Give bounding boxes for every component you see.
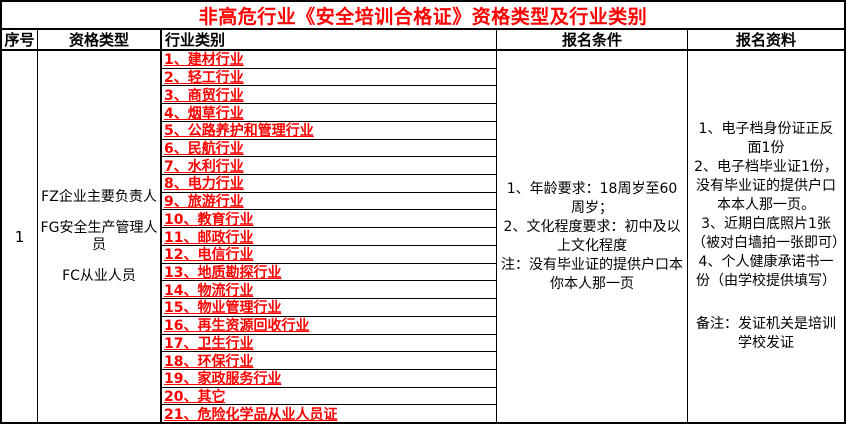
registration-material-item: 2、电子档毕业证1份，没有毕业证的提供户口本本人那一页。 [694, 159, 838, 213]
industry-category-label: 18、环保行业 [164, 353, 254, 370]
registration-material-item: 1、电子档身份证正反面1份 [698, 121, 834, 156]
industry-category-label: 3、商贸行业 [164, 87, 244, 104]
qualification-type-cell: FZ企业主要负责人 FG安全生产管理人员 FC从业人员 [38, 51, 162, 422]
column-header-serial: 序号 [2, 30, 38, 51]
industry-category-label: 4、烟草行业 [164, 105, 244, 122]
industry-category-label: 17、卫生行业 [164, 335, 254, 352]
industry-category-item: 10、教育行业 [162, 210, 496, 229]
industry-category-item: 16、再生资源回收行业 [162, 317, 496, 335]
registration-condition-item: 2、文化程度要求：初中及以上文化程度 [503, 218, 681, 254]
serial-number-cell: 1 [2, 51, 38, 422]
industry-category-item: 5、公路养护和管理行业 [162, 122, 496, 140]
registration-condition-item: 1、年龄要求：18周岁至60周岁； [506, 180, 678, 216]
industry-category-item: 19、家政服务行业 [162, 370, 496, 388]
industry-category-label: 6、民航行业 [164, 140, 244, 157]
registration-material-item: 3、近期白底照片1张（被对白墙拍一张即可） [692, 216, 844, 251]
materials-note: 备注：发证机关是培训学校发证 [696, 316, 836, 351]
registration-conditions-cell: 1、年龄要求：18周岁至60周岁； 2、文化程度要求：初中及以上文化程度 注：没… [497, 51, 688, 422]
industry-category-item: 14、物流行业 [162, 281, 496, 300]
registration-material-item: 4、个人健康承诺书一份（由学校提供填写） [696, 254, 836, 289]
table: 序号 资格类型 行业类别 报名条件 报名资料 1 FZ企业主要负责人 FG安全生… [2, 30, 844, 422]
industry-category-item: 1、建材行业 [162, 51, 496, 69]
registration-materials-cell: 1、电子档身份证正反面1份 2、电子档毕业证1份，没有毕业证的提供户口本本人那一… [688, 51, 844, 422]
column-header-qual-type: 资格类型 [38, 30, 162, 51]
industry-category-label: 9、旅游行业 [164, 194, 244, 211]
industry-category-label: 10、教育行业 [164, 211, 254, 228]
industry-category-label: 16、再生资源回收行业 [164, 318, 310, 335]
industry-category-label: 7、水利行业 [164, 158, 244, 175]
industry-category-label: 12、电信行业 [164, 247, 254, 264]
industry-category-item: 6、民航行业 [162, 140, 496, 158]
industry-category-item: 8、电力行业 [162, 175, 496, 193]
industry-category-label: 21、危险化学品从业人员证 [164, 406, 338, 422]
industry-category-item: 11、邮政行业 [162, 228, 496, 246]
qualification-type-item: FG安全生产管理人员 [40, 219, 158, 253]
industry-category-label: 13、地质勘探行业 [164, 264, 282, 281]
industry-category-label: 1、建材行业 [164, 52, 244, 69]
industry-category-item: 18、环保行业 [162, 352, 496, 370]
qualification-type-item: FC从业人员 [62, 267, 136, 284]
industry-category-item: 17、卫生行业 [162, 335, 496, 353]
qualification-type-item: FZ企业主要负责人 [41, 188, 157, 205]
industry-category-label: 20、其它 [164, 389, 226, 406]
industry-category-label: 2、轻工行业 [164, 70, 244, 87]
industry-category-label: 11、邮政行业 [164, 229, 254, 246]
industry-category-label: 14、物流行业 [164, 282, 254, 299]
industry-category-item: 12、电信行业 [162, 246, 496, 264]
industry-category-item: 20、其它 [162, 388, 496, 406]
industry-category-item: 2、轻工行业 [162, 69, 496, 87]
column-header-materials: 报名资料 [688, 30, 844, 51]
industry-category-item: 7、水利行业 [162, 157, 496, 176]
column-header-industry: 行业类别 [162, 30, 497, 51]
industry-category-cell: 1、建材行业 2、轻工行业 3、商贸行业 4、烟草行业 5、公路养护和管理行业 … [162, 51, 497, 422]
industry-category-item: 15、物业管理行业 [162, 299, 496, 317]
industry-category-item: 4、烟草行业 [162, 104, 496, 122]
column-header-conditions: 报名条件 [497, 30, 688, 51]
page-title: 非高危行业《安全培训合格证》资格类型及行业类别 [2, 2, 844, 30]
registration-condition-item: 注：没有毕业证的提供户口本你本人那一页 [501, 256, 683, 292]
industry-category-item: 9、旅游行业 [162, 193, 496, 211]
industry-category-item: 21、危险化学品从业人员证 [162, 405, 496, 422]
industry-category-label: 15、物业管理行业 [164, 300, 282, 317]
industry-category-item: 13、地质勘探行业 [162, 264, 496, 282]
industry-category-label: 19、家政服务行业 [164, 371, 282, 388]
industry-category-label: 5、公路养护和管理行业 [164, 123, 314, 140]
registration-materials-list: 1、电子档身份证正反面1份 2、电子档毕业证1份，没有毕业证的提供户口本本人那一… [692, 120, 844, 291]
industry-category-item: 3、商贸行业 [162, 86, 496, 105]
industry-category-label: 8、电力行业 [164, 176, 244, 193]
